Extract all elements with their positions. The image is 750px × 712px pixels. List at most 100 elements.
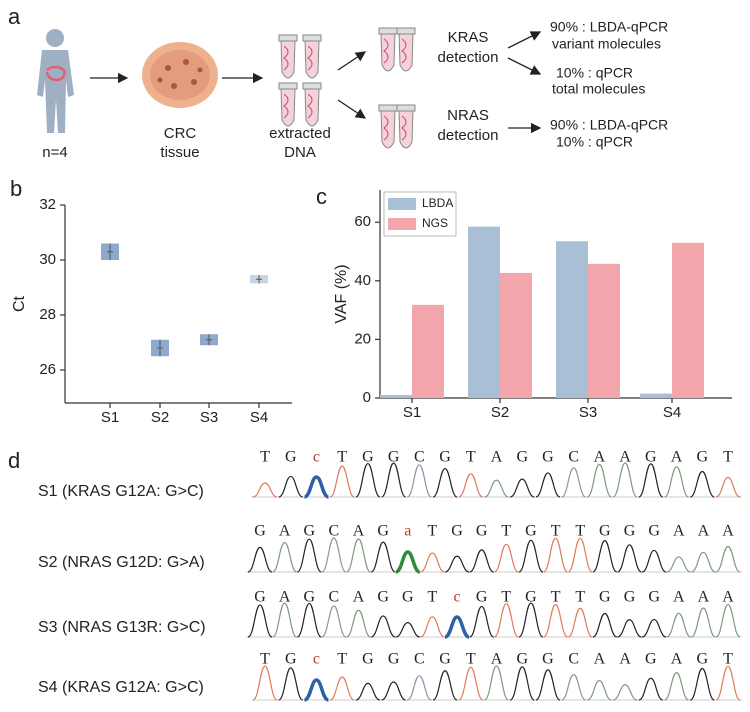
base-letter: G	[285, 651, 297, 668]
chromatogram-peak	[370, 541, 396, 573]
dna	[307, 45, 313, 71]
tube	[380, 32, 396, 72]
tissue-label: tissue	[160, 144, 199, 161]
base-letter: G	[388, 651, 400, 668]
y-axis-label: VAF (%)	[333, 264, 350, 323]
y-axis-label: Ct	[11, 295, 28, 312]
base-letter: G	[388, 449, 400, 466]
kras-output: total molecules	[552, 81, 645, 97]
panel-letter: b	[10, 176, 22, 201]
chromatogram-peak	[321, 605, 347, 638]
chromatogram-peak	[381, 462, 406, 498]
chromatogram-peak	[535, 472, 561, 498]
chromatogram-peak	[484, 665, 509, 701]
dna	[283, 45, 289, 71]
chromatogram-peak	[272, 602, 297, 638]
dna	[401, 115, 407, 141]
chromatogram-peak	[641, 549, 667, 573]
base-letter: A	[698, 523, 710, 540]
base-letter: c	[313, 449, 320, 466]
base-letter: G	[624, 523, 636, 540]
base-letter: T	[260, 651, 270, 668]
y-tick-label: 20	[354, 330, 371, 347]
base-letter: G	[362, 449, 374, 466]
chromatogram-peak	[346, 538, 371, 573]
bar	[468, 226, 500, 398]
chromatogram-peak	[329, 465, 355, 498]
chromatogram-peak	[638, 463, 664, 498]
base-letter: C	[329, 523, 340, 540]
x-tick-label: S2	[151, 409, 169, 426]
chromatogram-peak	[252, 482, 278, 498]
base-letter: G	[624, 589, 636, 606]
dna	[283, 93, 289, 119]
chromatogram-peak	[407, 464, 432, 498]
base-letter: C	[414, 449, 425, 466]
tube-cap	[278, 34, 298, 42]
panel-letter: d	[8, 448, 20, 473]
dna	[307, 93, 313, 119]
base-letter: A	[279, 523, 291, 540]
x-tick-label: S4	[663, 404, 681, 421]
bar	[380, 395, 412, 398]
tissue-label: CRC	[164, 125, 197, 142]
sample-label: S3 (NRAS G13R: G>C)	[38, 619, 206, 636]
chromatogram-peak	[355, 682, 381, 701]
tube-cap	[396, 104, 416, 112]
tissue-icon	[142, 42, 218, 108]
chromatogram-peak	[666, 612, 691, 638]
chromatogram-peak	[278, 667, 304, 701]
sample-label: S1 (KRAS G12A: G>C)	[38, 483, 204, 500]
nras-label: detection	[438, 127, 499, 144]
chromatogram-peak	[510, 478, 535, 498]
chromatogram-peak	[296, 602, 322, 638]
chromatogram-peak	[444, 615, 470, 639]
chromatogram-peak	[381, 681, 406, 701]
arrow	[507, 57, 542, 75]
nras-output: 90% : LBDA-qPCR	[550, 117, 668, 133]
base-letter: C	[414, 651, 425, 668]
base-letter: a	[404, 523, 411, 540]
base-letter: G	[645, 449, 657, 466]
kras-label: KRAS	[448, 29, 489, 46]
dna-label: extracted	[269, 125, 331, 142]
panel-letter: c	[316, 184, 327, 209]
base-letter: G	[648, 589, 660, 606]
base-letter: G	[599, 523, 611, 540]
tube	[398, 32, 414, 72]
chromatogram-peak	[407, 675, 432, 701]
human-icon	[37, 29, 74, 133]
base-letter: G	[696, 449, 708, 466]
base-letter: T	[466, 449, 476, 466]
tube	[280, 39, 296, 79]
chromatogram-peak	[638, 677, 664, 701]
base-letter: T	[428, 589, 438, 606]
base-letter: T	[551, 523, 561, 540]
base-letter: A	[353, 523, 365, 540]
base-letter: A	[698, 589, 710, 606]
y-tick-label: 28	[39, 306, 56, 323]
tube-cap	[396, 27, 416, 35]
kras-output: variant molecules	[552, 36, 661, 52]
arrow	[337, 99, 367, 119]
base-letter: A	[671, 651, 683, 668]
y-tick-label: 32	[39, 196, 56, 213]
base-letter: T	[337, 449, 347, 466]
chromatogram-peak	[592, 612, 618, 638]
kras-output: 10% : qPCR	[556, 65, 633, 81]
base-letter: A	[671, 449, 683, 466]
base-letter: G	[303, 523, 315, 540]
y-tick-label: 0	[363, 389, 371, 406]
base-letter: A	[619, 651, 631, 668]
base-letter: A	[673, 589, 685, 606]
chromatogram-peak	[543, 604, 568, 638]
x-tick-label: S3	[579, 404, 597, 421]
tube	[398, 109, 414, 149]
chromatogram-peak	[690, 470, 715, 498]
chromatogram-peak	[247, 546, 273, 573]
tube	[380, 109, 396, 149]
base-letter: G	[648, 523, 660, 540]
tube-cap	[378, 104, 398, 112]
base-letter: T	[466, 651, 476, 668]
chromatogram-peak	[664, 672, 689, 701]
